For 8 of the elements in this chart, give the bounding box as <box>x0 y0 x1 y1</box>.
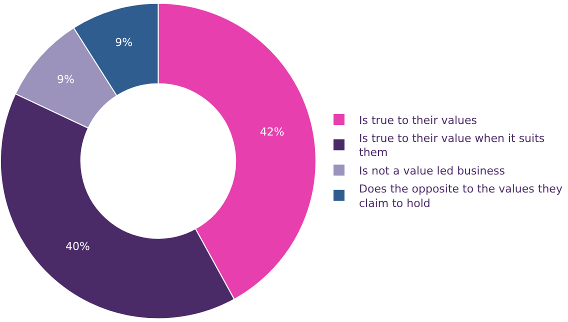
data-label: 42% <box>260 125 284 138</box>
data-label: 9% <box>115 36 133 50</box>
legend-label: Is not a value led business <box>359 164 506 178</box>
legend-label: Is true to their value when it suits them <box>359 132 545 160</box>
legend-label: Is true to their values <box>359 114 478 127</box>
legend-label: Does the opposite to the values they claim to hold <box>359 182 563 210</box>
data-label: 9% <box>56 72 74 86</box>
data-label: 40% <box>66 240 90 254</box>
